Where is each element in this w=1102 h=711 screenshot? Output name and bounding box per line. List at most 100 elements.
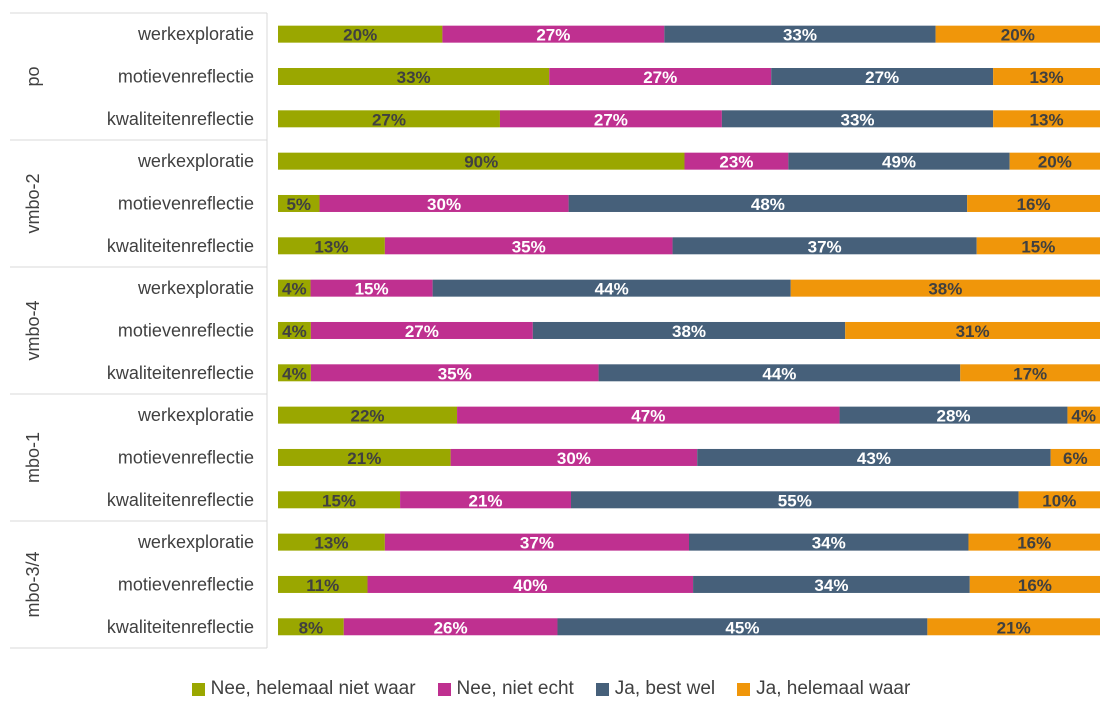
bar-segment [532, 321, 846, 339]
data-label: 4% [282, 322, 307, 341]
category-label: werkexploratie [137, 532, 254, 552]
data-label: 13% [1030, 68, 1064, 87]
category-label: motievenreflectie [118, 66, 254, 86]
data-label: 11% [306, 576, 339, 595]
bar-segment [310, 321, 533, 339]
bar-segment [927, 618, 1100, 636]
bar-segment [278, 237, 385, 255]
legend-item-ja-best-wel: Ja, best wel [595, 678, 716, 700]
data-label: 21% [997, 618, 1031, 637]
legend-item-nee-niet-echt: Nee, niet echt [437, 678, 574, 700]
bar-segment [993, 68, 1100, 85]
category-label: kwaliteitenreflectie [107, 236, 254, 256]
bar-segment [935, 25, 1100, 43]
bar-segment [278, 364, 311, 382]
group-label: vmbo-4 [23, 300, 43, 360]
data-label: 16% [1017, 534, 1051, 553]
data-label: 10% [1042, 491, 1076, 510]
data-label: 27% [594, 110, 628, 129]
bar-segment [278, 321, 311, 339]
bar-segment [278, 448, 451, 466]
bar-segment [457, 406, 840, 424]
data-label: 34% [814, 576, 848, 595]
bar-segment [278, 491, 401, 509]
legend-swatch [595, 682, 609, 696]
bar-segment [568, 194, 968, 212]
data-label: 13% [314, 534, 348, 553]
data-label: 15% [1021, 237, 1055, 256]
bar-segment [788, 152, 1010, 170]
bar-segment [697, 448, 1051, 466]
bar-segment [343, 618, 558, 636]
data-label: 8% [299, 618, 324, 637]
legend-label: Ja, best wel [614, 678, 716, 699]
legend-label: Ja, helemaal waar [756, 678, 911, 699]
bar-segment [1009, 152, 1100, 170]
bar-segment [278, 618, 344, 636]
bar-segment [967, 194, 1100, 212]
category-label: werkexploratie [137, 405, 254, 425]
category-label: motievenreflectie [118, 193, 254, 213]
bar-segment [278, 68, 550, 85]
bar-segment [845, 321, 1100, 339]
bar-segment [432, 279, 791, 297]
bar-segment [1018, 491, 1100, 509]
data-label: 30% [557, 449, 591, 468]
data-label: 16% [1018, 576, 1052, 595]
bar-segment [499, 110, 722, 128]
bar-segment [839, 406, 1068, 424]
bar-segment [993, 110, 1100, 128]
bar-segment [557, 618, 928, 636]
data-label: 90% [464, 153, 498, 172]
data-label: 44% [762, 364, 796, 383]
bar-segment [771, 68, 994, 85]
bar-segment [278, 279, 311, 297]
bar-segment [384, 533, 689, 551]
data-label: 43% [857, 449, 891, 468]
category-label: motievenreflectie [118, 447, 254, 467]
legend: Nee, helemaal niet waar Nee, niet echt J… [0, 678, 1102, 700]
category-label: werkexploratie [137, 24, 254, 44]
bar-segment [450, 448, 698, 466]
bar-segment [442, 25, 665, 43]
bar-segment [960, 364, 1100, 382]
bar-segment [721, 110, 994, 128]
bar-segment [310, 279, 433, 297]
bar-segment [693, 575, 970, 593]
bar-segment [968, 533, 1100, 551]
bar-segment [684, 152, 789, 170]
data-label: 15% [322, 491, 356, 510]
data-label: 34% [812, 534, 846, 553]
bar-segment [278, 194, 320, 212]
legend-swatch [437, 682, 451, 696]
data-label: 20% [343, 26, 377, 45]
data-label: 4% [282, 364, 307, 383]
data-label: 5% [286, 195, 311, 214]
data-label: 37% [808, 237, 842, 256]
category-label: motievenreflectie [118, 574, 254, 594]
bar-segment [384, 237, 673, 255]
bar-segment [278, 110, 500, 128]
data-label: 40% [513, 576, 547, 595]
data-label: 13% [314, 237, 348, 256]
data-label: 35% [512, 237, 546, 256]
data-label: 38% [928, 280, 962, 299]
bar-segment [549, 68, 772, 85]
legend-swatch [191, 682, 205, 696]
bar-segment [319, 194, 569, 212]
group-label: vmbo-2 [23, 173, 43, 233]
data-label: 27% [536, 26, 570, 45]
data-label: 4% [282, 280, 307, 299]
data-label: 21% [469, 491, 503, 510]
data-label: 16% [1017, 195, 1051, 214]
category-label: kwaliteitenreflectie [107, 490, 254, 510]
data-label: 45% [725, 618, 759, 637]
bar-segment [672, 237, 977, 255]
category-label: kwaliteitenreflectie [107, 617, 254, 637]
bar-segment [1050, 448, 1100, 466]
group-label: po [23, 66, 43, 86]
data-label: 26% [434, 618, 468, 637]
bar-segment [278, 25, 443, 43]
legend-item-ja-helemaal-waar: Ja, helemaal waar [737, 678, 910, 700]
